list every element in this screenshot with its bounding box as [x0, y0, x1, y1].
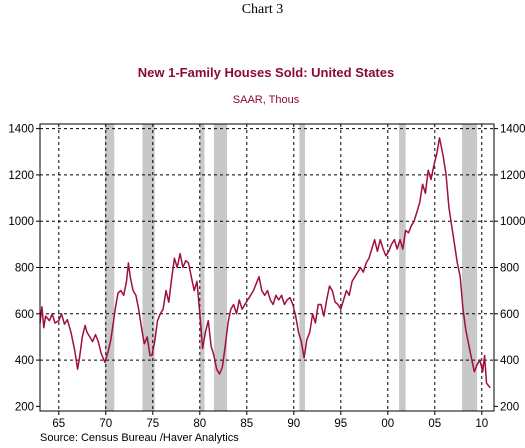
x-tick-label: 75	[146, 418, 159, 430]
x-tick-label: 05	[428, 418, 441, 430]
grid-lines	[40, 124, 494, 411]
x-tick-label: 95	[334, 418, 347, 430]
recession-band-7	[462, 124, 478, 411]
y-tick-label-right: 200	[500, 401, 519, 413]
x-axis-ticks: 65 70 75 80 85 90 95 00 05 10	[52, 411, 488, 430]
y-tick-label-left: 400	[15, 355, 34, 367]
y-tick-label-right: 1400	[500, 124, 525, 136]
y-tick-label-right: 400	[500, 355, 519, 367]
y-tick-label-right: 800	[500, 263, 519, 275]
x-tick-label: 90	[287, 418, 300, 430]
chart-label: Chart 3	[241, 2, 284, 17]
x-tick-label: 70	[99, 418, 112, 430]
x-tick-label: 80	[193, 418, 206, 430]
y-tick-label-left: 1400	[8, 124, 34, 136]
chart-title: New 1-Family Houses Sold: United States	[138, 65, 394, 80]
x-tick-label: 00	[381, 418, 394, 430]
y-tick-label-left: 1000	[8, 216, 34, 228]
y-tick-label-right: 1200	[500, 170, 525, 182]
x-tick-label: 85	[240, 418, 253, 430]
recession-band-5	[299, 124, 306, 411]
x-tick-label: 65	[52, 418, 65, 430]
series-group	[39, 137, 491, 389]
y-tick-label-right: 600	[500, 309, 519, 321]
series-line-1	[39, 137, 491, 389]
y-tick-label-left: 600	[15, 309, 34, 321]
chart-subtitle: SAAR, Thous	[233, 94, 300, 106]
x-tick-label: 10	[475, 418, 488, 430]
source-note: Source: Census Bureau /Haver Analytics	[40, 432, 239, 444]
y-tick-label-left: 1200	[8, 170, 34, 182]
y-tick-label-left: 800	[15, 263, 34, 275]
y-tick-label-right: 1000	[500, 216, 525, 228]
recession-band-1	[104, 124, 115, 411]
y-axis-ticks: 200 200 400 400 600 600 800 800 1000 1000 1200 1200…	[8, 124, 525, 414]
y-tick-label-left: 200	[15, 401, 34, 413]
